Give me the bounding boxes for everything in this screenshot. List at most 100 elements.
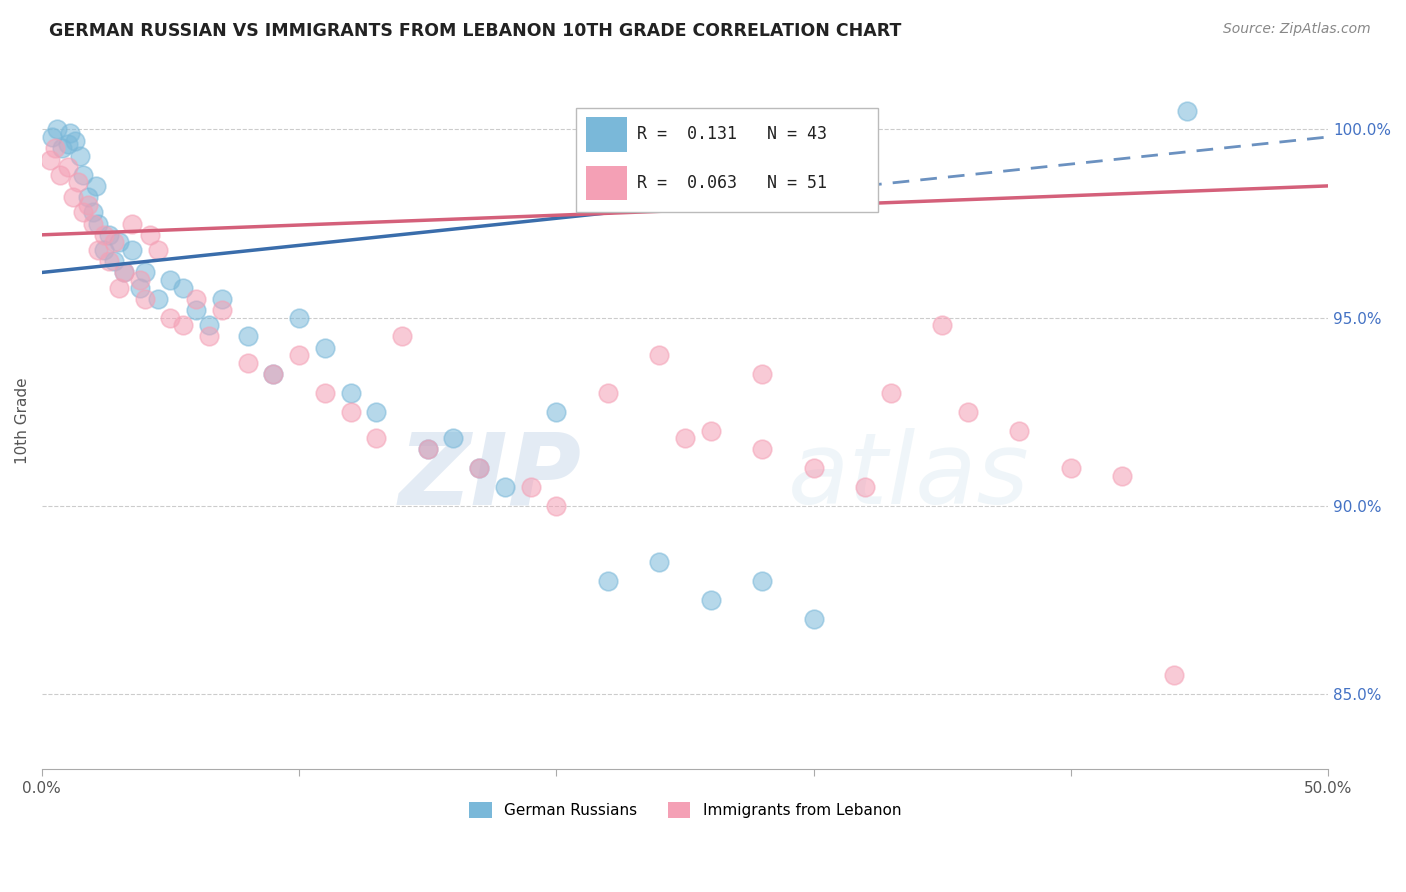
Point <box>186 292 208 306</box>
Point <box>121 243 143 257</box>
Point <box>1060 461 1083 475</box>
Text: R =  0.063   N = 51: R = 0.063 N = 51 <box>637 174 827 192</box>
Point <box>648 555 671 569</box>
Point <box>519 480 541 494</box>
Point <box>441 431 464 445</box>
Point <box>1163 668 1185 682</box>
Point <box>93 227 115 242</box>
Y-axis label: 10th Grade: 10th Grade <box>15 378 30 465</box>
Point <box>803 461 825 475</box>
Point <box>97 227 120 242</box>
Point <box>77 198 100 212</box>
Point <box>66 175 89 189</box>
Point <box>1008 424 1031 438</box>
Point <box>72 205 94 219</box>
Point <box>112 265 135 279</box>
Point <box>956 405 979 419</box>
Point <box>128 280 150 294</box>
Point <box>49 168 72 182</box>
Point <box>546 405 568 419</box>
Point <box>46 122 69 136</box>
Point <box>82 205 104 219</box>
Point <box>87 243 110 257</box>
Point <box>211 303 233 318</box>
Point <box>751 574 773 588</box>
Point <box>596 574 619 588</box>
Point <box>134 265 156 279</box>
Point <box>803 612 825 626</box>
Point <box>751 367 773 381</box>
Point <box>139 227 162 242</box>
Point <box>391 329 413 343</box>
Point <box>236 356 259 370</box>
Point <box>1175 103 1198 118</box>
Point <box>546 499 568 513</box>
Point <box>186 303 208 318</box>
Point <box>44 141 66 155</box>
Point <box>1111 468 1133 483</box>
Point <box>416 442 439 457</box>
Point <box>121 217 143 231</box>
Point <box>288 310 311 325</box>
Point <box>468 461 491 475</box>
Legend: German Russians, Immigrants from Lebanon: German Russians, Immigrants from Lebanon <box>463 797 907 824</box>
Point <box>82 217 104 231</box>
Point <box>93 243 115 257</box>
Point <box>931 318 953 333</box>
Text: atlas: atlas <box>787 428 1029 525</box>
Point <box>172 318 194 333</box>
Point <box>236 329 259 343</box>
Point <box>146 243 169 257</box>
Point <box>880 385 903 400</box>
Point <box>103 235 125 250</box>
Point <box>134 292 156 306</box>
Point <box>468 461 491 475</box>
Point <box>159 273 181 287</box>
Point <box>751 442 773 457</box>
Point <box>62 190 84 204</box>
FancyBboxPatch shape <box>586 166 627 201</box>
Point <box>51 141 73 155</box>
Point <box>69 149 91 163</box>
Point <box>59 126 82 140</box>
Text: ZIP: ZIP <box>399 428 582 525</box>
Point <box>211 292 233 306</box>
Point <box>38 153 60 167</box>
Point <box>128 273 150 287</box>
Point <box>84 178 107 193</box>
Point <box>314 385 336 400</box>
Point <box>366 431 388 445</box>
Point <box>198 329 221 343</box>
Point <box>108 235 131 250</box>
Point <box>87 217 110 231</box>
Text: GERMAN RUSSIAN VS IMMIGRANTS FROM LEBANON 10TH GRADE CORRELATION CHART: GERMAN RUSSIAN VS IMMIGRANTS FROM LEBANO… <box>49 22 901 40</box>
Point <box>288 348 311 362</box>
Point <box>103 254 125 268</box>
Point <box>97 254 120 268</box>
Point <box>65 134 87 148</box>
Point <box>416 442 439 457</box>
Point <box>673 431 696 445</box>
Text: Source: ZipAtlas.com: Source: ZipAtlas.com <box>1223 22 1371 37</box>
Point <box>112 265 135 279</box>
Point <box>699 424 721 438</box>
Point <box>339 385 361 400</box>
Point <box>56 137 79 152</box>
Point <box>262 367 284 381</box>
Point <box>494 480 516 494</box>
Point <box>699 593 721 607</box>
Point <box>262 367 284 381</box>
FancyBboxPatch shape <box>586 117 627 152</box>
Point <box>72 168 94 182</box>
Point <box>159 310 181 325</box>
Point <box>172 280 194 294</box>
Point <box>339 405 361 419</box>
Point <box>41 130 63 145</box>
Point <box>56 160 79 174</box>
Point <box>648 348 671 362</box>
FancyBboxPatch shape <box>575 108 877 212</box>
Point <box>146 292 169 306</box>
Point <box>108 280 131 294</box>
Point <box>596 385 619 400</box>
Point <box>198 318 221 333</box>
